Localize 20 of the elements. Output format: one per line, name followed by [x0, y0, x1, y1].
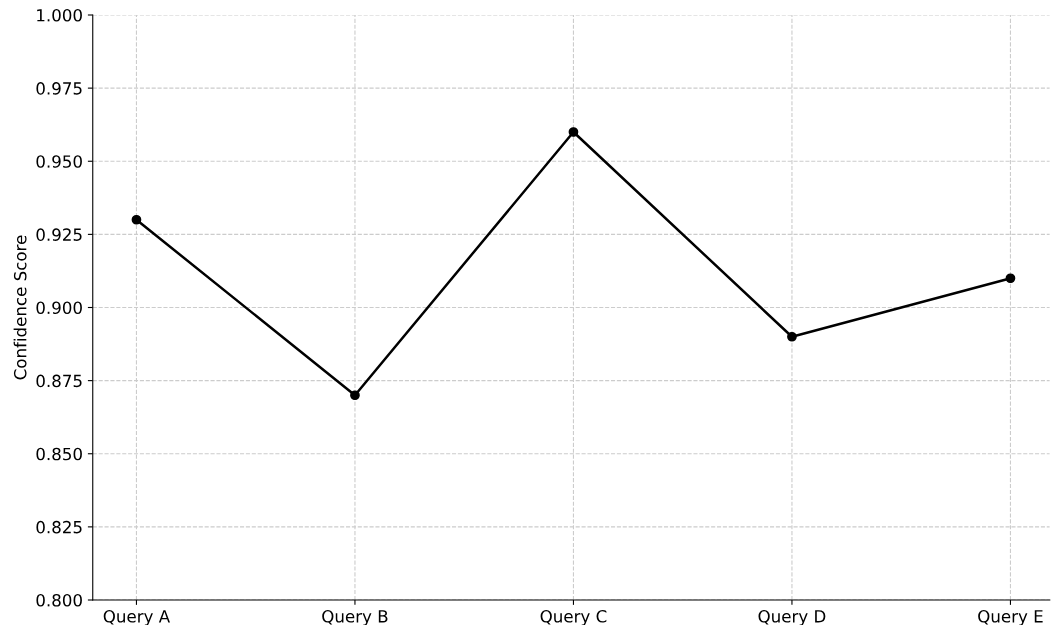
point: [787, 331, 797, 342]
x-tick-label: Query E: [978, 610, 1043, 625]
y-tick-label: 0.875: [36, 374, 82, 388]
x-tick-label: Query C: [540, 610, 607, 625]
x-tick-label: Query A: [103, 610, 170, 625]
y-axis-title: Confidence Score: [13, 235, 27, 380]
y-tick-label: 0.850: [36, 447, 82, 461]
y-tick-label: 1.000: [37, 8, 82, 22]
x-tick-label: Query B: [322, 610, 388, 625]
point: [1005, 273, 1016, 284]
y-tick-label: 0.925: [36, 228, 82, 241]
y-tick-label: 0.950: [36, 155, 82, 168]
point: [568, 127, 579, 137]
y-tick-label: 0.900: [36, 301, 82, 315]
y-tick-label: 0.825: [36, 520, 82, 534]
point: [350, 390, 360, 401]
y-tick-label: 0.975: [36, 82, 82, 95]
x-tick-label: Query D: [758, 610, 826, 625]
y-tick-label: 0.800: [36, 593, 82, 607]
point: [131, 214, 142, 225]
